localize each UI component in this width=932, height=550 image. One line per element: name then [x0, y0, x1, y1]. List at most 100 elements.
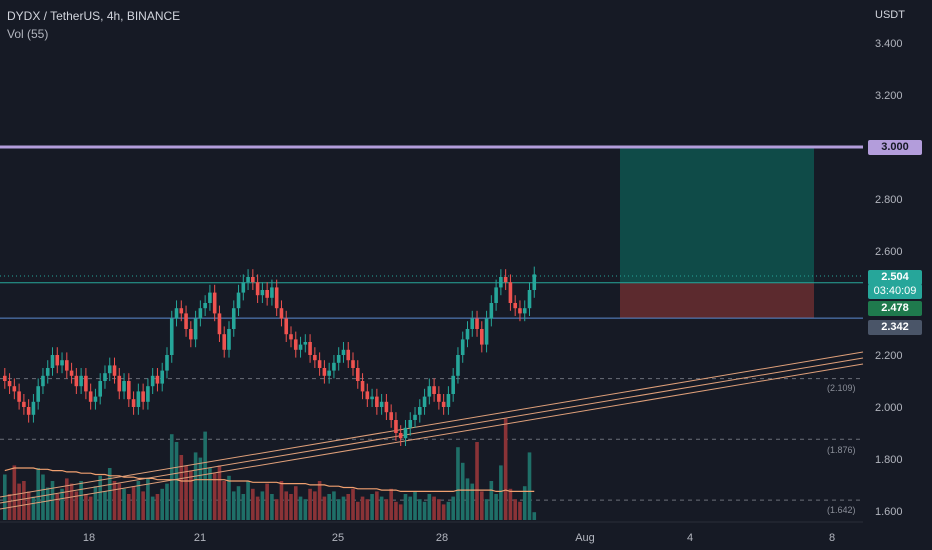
countdown-tag: 03:40:09: [868, 284, 922, 299]
candle-body: [79, 375, 83, 387]
volume-bar: [446, 501, 451, 520]
volume-bar: [317, 481, 322, 520]
volume-bar: [227, 475, 231, 520]
volume-bar: [518, 501, 522, 520]
volume-bar: [246, 481, 250, 520]
candle-body: [193, 318, 198, 340]
candle-body: [7, 381, 12, 387]
volume-bar: [3, 474, 7, 520]
volume-bar: [389, 488, 393, 520]
level-label-3: (1.642): [827, 505, 856, 515]
loss-zone: [620, 282, 814, 319]
volume-bar: [203, 431, 207, 520]
volume-bar: [270, 494, 274, 520]
candle-body: [355, 368, 360, 381]
candle-body: [36, 386, 40, 402]
candle-body: [370, 396, 374, 400]
volume-bar: [322, 496, 327, 520]
volume-bar: [279, 481, 284, 520]
candle-body: [446, 394, 451, 407]
volume-bar: [398, 504, 403, 520]
candle-body: [217, 313, 222, 335]
candle-body: [313, 355, 317, 361]
volume-bar: [475, 442, 479, 520]
volume-bar: [212, 473, 217, 520]
volume-bar: [150, 496, 155, 520]
candle-body: [279, 308, 284, 319]
x-tick-label: 18: [83, 532, 95, 544]
volume-bar: [231, 491, 236, 520]
candle-body: [518, 308, 522, 314]
y-tick-label: 2.000: [875, 402, 903, 414]
y-tick-label: 3.400: [875, 38, 903, 50]
candle-body: [198, 308, 203, 319]
candle-body: [456, 355, 460, 376]
candle-body: [241, 282, 246, 293]
volume-bar: [422, 501, 427, 520]
volume-bar: [198, 457, 203, 520]
candle-body: [141, 391, 145, 402]
volume-bar: [208, 468, 212, 520]
candle-body: [65, 360, 69, 371]
volume-bar: [12, 465, 17, 520]
volume-bar: [107, 468, 112, 520]
candle-body: [527, 290, 532, 309]
volume-bar: [74, 491, 79, 520]
candle-body: [432, 386, 436, 394]
candle-body: [365, 391, 370, 400]
candle-body: [50, 355, 55, 368]
candle-body: [265, 290, 269, 298]
candle-body: [231, 308, 236, 329]
symbol-title[interactable]: DYDX / TetherUS, 4h, BINANCE: [7, 9, 181, 23]
candle-body: [189, 329, 193, 340]
volume-bar: [136, 481, 141, 520]
candle-body: [60, 360, 64, 366]
candle-body: [222, 334, 227, 350]
volume-bar: [17, 483, 21, 520]
candle-body: [470, 318, 475, 329]
volume-bar: [332, 491, 336, 520]
candle-body: [270, 287, 274, 298]
volume-bar: [460, 462, 465, 520]
candle-body: [284, 318, 289, 335]
candle-body: [441, 401, 446, 407]
last-price-tag: 2.504: [868, 270, 922, 285]
volume-bar: [327, 494, 331, 520]
candle-body: [251, 277, 255, 283]
candle-body: [346, 349, 351, 361]
volume-bar: [84, 494, 88, 520]
y-tick-label: 1.800: [875, 454, 903, 466]
x-tick-label: 8: [829, 532, 835, 544]
candle-body: [17, 391, 21, 402]
volume-bar: [131, 486, 136, 520]
y-tick-label: 3.200: [875, 90, 903, 102]
candle-body: [484, 318, 489, 345]
volume-bar: [41, 474, 45, 520]
candle-body: [107, 365, 112, 374]
candle-body: [203, 303, 207, 309]
volume-legend[interactable]: Vol (55): [7, 27, 49, 41]
candle-body: [131, 399, 136, 407]
candle-body: [413, 414, 417, 420]
candle-body: [208, 292, 212, 303]
candle-body: [246, 277, 250, 283]
level-label-2: (1.876): [827, 445, 856, 455]
candle-body: [55, 355, 60, 366]
volume-bar: [494, 494, 498, 520]
volume-bar: [26, 491, 31, 520]
candle-body: [12, 386, 17, 392]
currency-label: USDT: [875, 9, 905, 21]
volume-bar: [413, 491, 417, 520]
candle-body: [150, 375, 155, 387]
volume-bar: [403, 494, 408, 520]
candle-body: [322, 368, 327, 376]
volume-bar: [112, 481, 117, 520]
candle-body: [74, 375, 79, 387]
volume-bar: [65, 478, 69, 520]
candle-body: [437, 394, 441, 402]
volume-bar: [31, 496, 36, 520]
volume-bar: [351, 488, 355, 520]
y-tick-label: 2.800: [875, 194, 903, 206]
trendline-3: [0, 363, 864, 510]
